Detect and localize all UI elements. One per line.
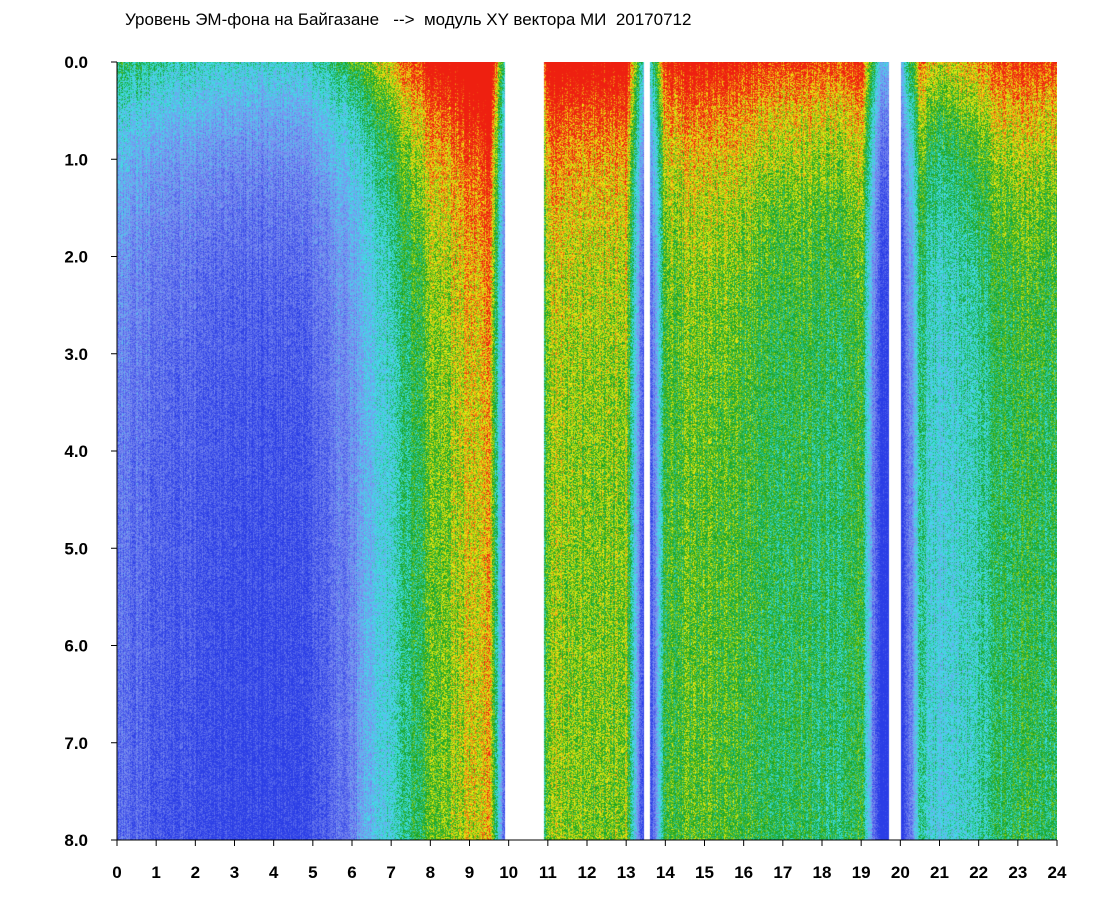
x-tick-label: 12 xyxy=(578,863,597,882)
y-tick-label: 4.0 xyxy=(64,442,88,461)
x-tick-label: 23 xyxy=(1008,863,1027,882)
x-tick-label: 9 xyxy=(465,863,474,882)
x-tick-label: 24 xyxy=(1048,863,1067,882)
x-tick-label: 21 xyxy=(930,863,949,882)
x-tick-label: 13 xyxy=(617,863,636,882)
y-tick-label: 1.0 xyxy=(64,150,88,169)
heatmap-image xyxy=(117,62,1057,840)
y-tick-label: 8.0 xyxy=(64,831,88,850)
x-tick-label: 6 xyxy=(347,863,356,882)
x-tick-label: 22 xyxy=(969,863,988,882)
chart-title: Уровень ЭМ-фона на Байгазане --> модуль … xyxy=(125,10,692,29)
x-tick-label: 14 xyxy=(656,863,675,882)
x-tick-label: 5 xyxy=(308,863,317,882)
x-tick-label: 1 xyxy=(151,863,160,882)
x-tick-label: 3 xyxy=(230,863,239,882)
x-tick-label: 17 xyxy=(773,863,792,882)
x-tick-label: 8 xyxy=(426,863,435,882)
x-axis: 0 1 2 3 4 5 6 7 8 9 10 11 12 13 14 15 16 17 18 19 20 21 22 23 24 xyxy=(112,839,1067,882)
y-axis: 0.0 1.0 2.0 3.0 4.0 5.0 6.0 7.0 8.0 xyxy=(64,53,118,850)
x-tick-label: 7 xyxy=(386,863,395,882)
x-tick-label: 15 xyxy=(695,863,714,882)
y-tick-label: 2.0 xyxy=(64,248,88,267)
x-tick-label: 20 xyxy=(891,863,910,882)
x-tick-label: 16 xyxy=(734,863,753,882)
x-tick-label: 10 xyxy=(499,863,518,882)
x-tick-label: 18 xyxy=(813,863,832,882)
x-tick-label: 11 xyxy=(539,863,557,882)
x-tick-label: 19 xyxy=(852,863,871,882)
y-tick-label: 3.0 xyxy=(64,345,88,364)
y-tick-label: 6.0 xyxy=(64,637,88,656)
y-tick-label: 0.0 xyxy=(64,53,88,72)
x-tick-label: 4 xyxy=(269,863,279,882)
x-tick-label: 2 xyxy=(191,863,200,882)
x-tick-label: 0 xyxy=(112,863,121,882)
y-tick-label: 7.0 xyxy=(64,734,88,753)
y-tick-label: 5.0 xyxy=(64,539,88,558)
